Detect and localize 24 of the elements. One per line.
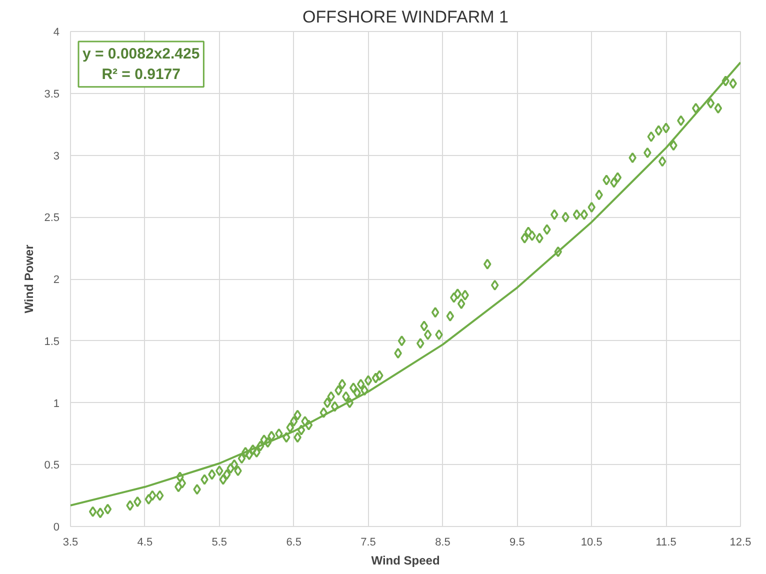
x-tick-label: 4.5 <box>137 536 153 548</box>
x-tick-label: 3.5 <box>62 536 78 548</box>
x-tick-label: 10.5 <box>580 536 602 548</box>
x-tick-label: 7.5 <box>360 536 376 548</box>
x-tick-label: 11.5 <box>656 536 676 548</box>
y-tick-label: 2 <box>53 274 60 286</box>
x-tick-label: 6.5 <box>286 536 302 548</box>
y-tick-label: 1 <box>53 398 60 410</box>
y-tick-label: 1.5 <box>44 336 60 348</box>
annotation: y = 0.0082x2.425 <box>82 46 200 62</box>
x-tick-label: 5.5 <box>212 536 228 548</box>
x-tick-label: 8.5 <box>435 536 450 548</box>
chart-title: OFFSHORE WINDFARM 1 <box>302 8 508 26</box>
y-tick-label: 3.5 <box>44 88 60 100</box>
y-tick-label: 2.5 <box>44 212 60 224</box>
y-tick-label: 0.5 <box>44 460 60 472</box>
annotation: R² = 0.9177 <box>102 66 181 83</box>
y-tick-label: 4 <box>53 26 60 38</box>
x-tick-label: 9.5 <box>510 536 525 548</box>
x-axis-title: Wind Speed <box>371 554 440 568</box>
y-tick-label: 0 <box>53 522 60 534</box>
x-tick-label: 12.5 <box>730 536 752 548</box>
y-axis-title: Wind Power <box>22 244 36 314</box>
y-tick-label: 3 <box>53 150 60 162</box>
